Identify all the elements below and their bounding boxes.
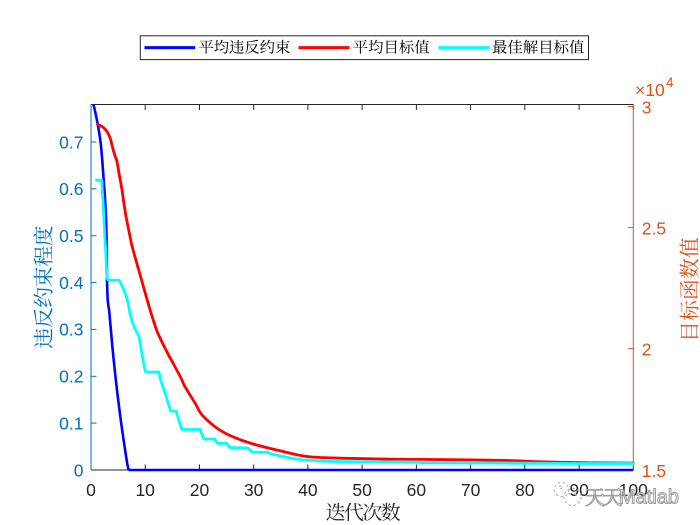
svg-text:0.6: 0.6 [59, 179, 83, 199]
svg-text:0.1: 0.1 [59, 413, 83, 433]
svg-text:1.5: 1.5 [642, 461, 666, 481]
svg-text:70: 70 [461, 480, 481, 500]
svg-text:90: 90 [569, 480, 589, 500]
svg-text:3: 3 [642, 98, 652, 118]
svg-text:Matlab: Matlab [619, 487, 679, 509]
svg-text:20: 20 [190, 480, 210, 500]
svg-text:10: 10 [135, 480, 155, 500]
svg-text:×10: ×10 [635, 80, 665, 100]
svg-text:80: 80 [515, 480, 535, 500]
svg-text:0.4: 0.4 [59, 273, 84, 293]
svg-text:30: 30 [244, 480, 264, 500]
svg-text:0.5: 0.5 [59, 226, 83, 246]
svg-text:0.2: 0.2 [59, 367, 83, 387]
svg-text:0.7: 0.7 [59, 132, 83, 152]
svg-text:60: 60 [407, 480, 427, 500]
svg-text:4: 4 [666, 75, 674, 90]
svg-text:2: 2 [642, 340, 652, 360]
svg-text:0: 0 [86, 480, 96, 500]
svg-text:2.5: 2.5 [642, 219, 666, 239]
svg-text:0: 0 [74, 460, 84, 480]
svg-text:0.3: 0.3 [59, 320, 83, 340]
svg-text:50: 50 [352, 480, 372, 500]
svg-text:100: 100 [619, 480, 648, 500]
svg-text:40: 40 [298, 480, 318, 500]
